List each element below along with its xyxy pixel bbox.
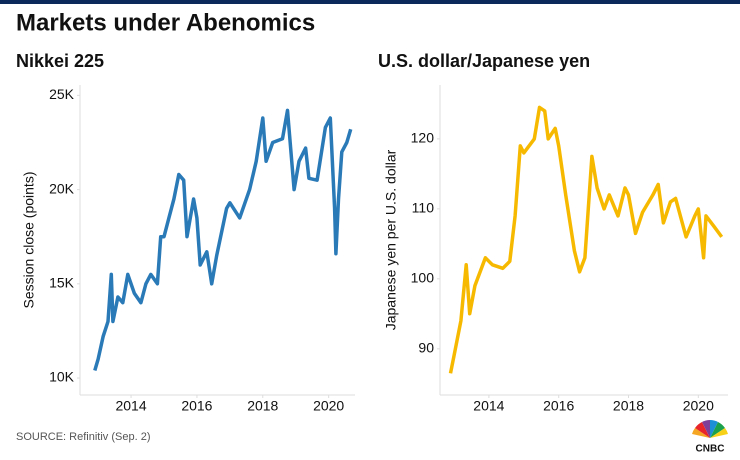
- x-tick-label: 2014: [115, 398, 146, 414]
- y-axis-title: Session close (points): [21, 172, 37, 309]
- x-tick-label: 2020: [683, 398, 714, 414]
- y-tick-label: 25K: [49, 86, 75, 102]
- y-tick-label: 10K: [49, 369, 75, 385]
- x-tick-label: 2020: [313, 398, 344, 414]
- x-tick-label: 2018: [247, 398, 278, 414]
- data-line: [93, 108, 353, 371]
- y-tick-label: 110: [412, 200, 435, 216]
- y-axis-title: Japanese yen per U.S. dollar: [383, 149, 399, 330]
- x-tick-label: 2014: [473, 398, 504, 414]
- y-tick-label: 100: [411, 270, 435, 286]
- y-tick-label: 20K: [49, 180, 75, 196]
- y-tick-label: 15K: [49, 275, 75, 291]
- x-tick-label: 2016: [543, 398, 574, 414]
- y-tick-label: 120: [411, 130, 435, 146]
- logo-peacock: [692, 420, 728, 438]
- top-bar: [0, 0, 740, 4]
- x-tick-label: 2016: [181, 398, 212, 414]
- source: SOURCE: Refinitiv (Sep. 2): [16, 431, 150, 443]
- page-title: Markets under Abenomics: [16, 9, 315, 36]
- chart-title: Nikkei 225: [16, 51, 104, 71]
- data-line: [448, 105, 724, 374]
- logo: CNBC: [692, 420, 728, 455]
- logo-text: CNBC: [696, 444, 725, 455]
- chart-title: U.S. dollar/Japanese yen: [378, 51, 590, 71]
- x-tick-label: 2018: [613, 398, 644, 414]
- y-tick-label: 90: [418, 340, 434, 356]
